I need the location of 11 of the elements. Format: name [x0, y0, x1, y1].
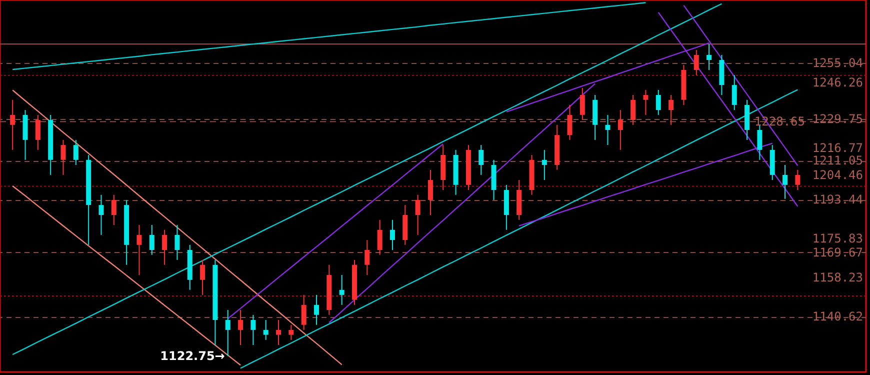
- annotation: 1122.75→: [160, 349, 225, 364]
- y-tick-label: 1193.44: [812, 192, 863, 207]
- y-tick-label: 1175.83: [812, 232, 863, 246]
- y-tick-label: 1211.05: [812, 154, 863, 168]
- y-tick-label: 1140.62: [812, 310, 863, 324]
- y-tick-label: 1246.26: [812, 76, 863, 90]
- y-tick-label: 1255.04: [812, 56, 863, 70]
- y-tick-label: 1169.67: [812, 245, 863, 260]
- y-tick-label: 1204.46: [812, 168, 863, 182]
- y-tick-label: 1216.77: [812, 140, 863, 155]
- y-tick-label: 1158.23: [812, 270, 863, 285]
